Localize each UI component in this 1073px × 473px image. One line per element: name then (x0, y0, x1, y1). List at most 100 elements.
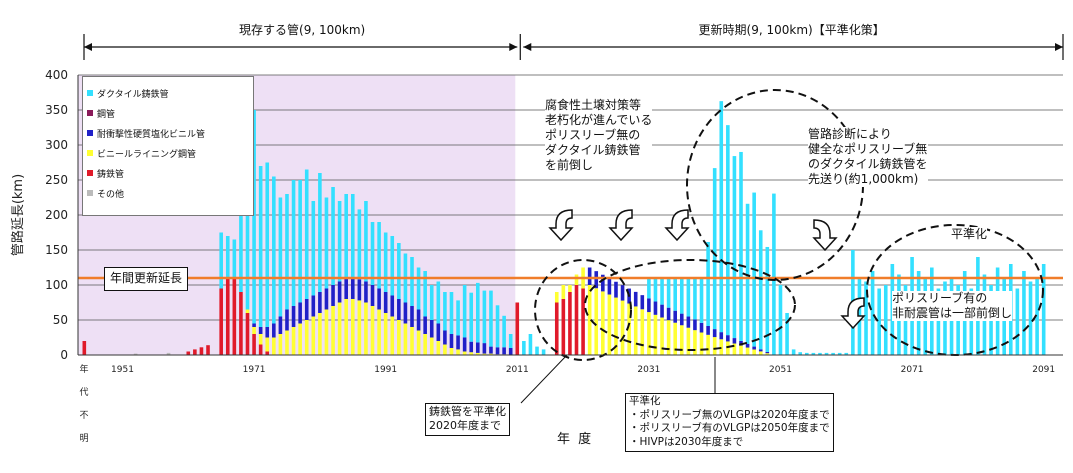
arrow-shape (664, 209, 690, 242)
bar-segment-duct (686, 278, 691, 317)
bar-segment-ci (561, 299, 566, 355)
bar-segment-vlgp (403, 323, 408, 355)
arrow-postpone (812, 219, 838, 252)
arrow-advance-2 (608, 209, 634, 242)
bar-segment-duct (726, 125, 730, 336)
bar-segment-duct (844, 352, 849, 355)
bar-segment-vlgp (489, 353, 493, 355)
bar-segment-vlgp (429, 337, 434, 355)
bar-segment-hivp (324, 288, 329, 310)
bar-segment-vlgp (758, 351, 763, 355)
annotation-line: ポリスリーブ有の (892, 291, 988, 305)
bar-segment-vlgp (666, 320, 671, 355)
bar-segment-hivp (265, 327, 270, 338)
bar-segment-ci (265, 351, 270, 355)
bar-segment-duct (528, 334, 533, 355)
bar-segment-duct (719, 101, 724, 333)
bar-segment-hivp (298, 302, 302, 324)
bar-segment-duct (449, 292, 454, 334)
bar-segment-duct (443, 292, 447, 331)
x-axis-title: 年 度 (557, 428, 593, 447)
bar-segment-duct (423, 271, 427, 317)
bar-segment-hivp (640, 295, 645, 310)
bar-segment-hivp (706, 326, 710, 335)
bar-segment-vlgp (719, 339, 724, 355)
bar-segment-hivp (693, 319, 697, 331)
bar-segment-hivp (258, 327, 263, 334)
legend-item: 鋳鉄管 (87, 163, 249, 183)
bar-segment-hivp (272, 323, 276, 338)
bar-segment-ci (225, 278, 230, 355)
bar-segment-duct (245, 159, 250, 310)
bars (82, 101, 1046, 355)
bar-segment-vlgp (377, 309, 381, 355)
box-line: 平準化 (629, 395, 661, 407)
bar-segment-vlgp (607, 294, 612, 355)
bar-segment-vlgp (739, 345, 743, 355)
bar-segment-duct (785, 313, 789, 355)
bar-segment-vlgp (482, 353, 487, 355)
bar-segment-vlgp (390, 316, 395, 355)
box-line: ・ポリスリーブ有のVLGPは2050年度まで (629, 422, 830, 435)
leveling-details-box: 平準化 ・ポリスリーブ無のVLGPは2020年度まで ・ポリスリーブ有のVLGP… (625, 393, 834, 452)
bar-segment-hivp (647, 298, 651, 313)
bar-segment-duct (818, 352, 822, 355)
bar-segment-duct (502, 315, 506, 348)
bar-segment-vlgp (620, 300, 625, 355)
bar-segment-duct (508, 334, 513, 348)
bar-segment-duct (324, 197, 329, 289)
annual-renewal-label: 年間更新延長 (104, 267, 189, 291)
annotation-postpone: 管路診断により 健全なポリスリーブ無 のダクタイル鋳鉄管を 先送り(約1,000… (808, 127, 928, 187)
bar-segment-hivp (495, 347, 500, 355)
bar-segment-duct (410, 257, 414, 306)
bar-segment-vlgp (706, 334, 710, 355)
bar-segment-duct (377, 222, 381, 289)
legend: ダクタイル鋳鉄管 鋼管 耐衝撃性硬質塩化ビニル管 ビニールライニング鋼管 鋳鉄管… (82, 76, 254, 216)
bar-segment-ci (199, 347, 204, 355)
bar-segment-hivp (252, 323, 256, 327)
legend-swatch (87, 110, 93, 116)
bar-segment-vlgp (712, 337, 717, 355)
bar-segment-hivp (673, 310, 677, 323)
bar-segment-ci (258, 344, 263, 355)
bar-segment-ci (252, 334, 256, 355)
bar-segment-hivp (482, 343, 487, 354)
bar-segment-vlgp (265, 337, 270, 352)
bar-segment-hivp (594, 271, 599, 289)
unknown-year-label: 年 (79, 363, 88, 375)
bar-segment-hivp (456, 335, 460, 350)
bar-segment-hivp (278, 316, 283, 334)
bar-segment-duct (278, 197, 283, 317)
bar-segment-hivp (502, 347, 506, 355)
legend-swatch (87, 90, 93, 96)
bar-segment-vlgp (752, 349, 756, 355)
bar-segment-hivp (397, 299, 401, 320)
bar-segment-vlgp (660, 317, 664, 355)
bar-segment-vlgp (252, 327, 256, 334)
bar-segment-duct (285, 194, 289, 310)
box-line: 鋳鉄管を平準化 (429, 405, 506, 418)
bar-segment-vlgp (370, 306, 375, 355)
bar-segment-vlgp (285, 330, 289, 355)
legend-label: その他 (97, 189, 125, 200)
bar-segment-vlgp (587, 285, 592, 355)
castiron-leveling-box: 鋳鉄管を平準化 2020年度まで (425, 403, 510, 436)
bar-segment-ci (193, 349, 197, 355)
y-axis-title: 管路延長(km) (10, 174, 26, 256)
bar-segment-duct (699, 278, 704, 323)
bar-segment-ci (245, 313, 250, 355)
legend-label: 鋳鉄管 (97, 169, 125, 180)
bar-segment-hivp (403, 302, 408, 324)
bar-segment-hivp (601, 274, 605, 292)
bar-segment-duct (390, 236, 395, 296)
bar-segment-duct (436, 281, 441, 324)
arrow-polysleeve (840, 297, 866, 330)
bar-segment-duct (219, 232, 223, 289)
bar-segment-vlgp (726, 341, 730, 355)
bar-segment-duct (535, 346, 539, 355)
existing-span-label: 現存する管(9, 100km) (239, 22, 365, 37)
bar-segment-vlgp (765, 353, 770, 355)
bar-segment-ci (554, 302, 559, 355)
bar-segment-duct (476, 282, 480, 343)
